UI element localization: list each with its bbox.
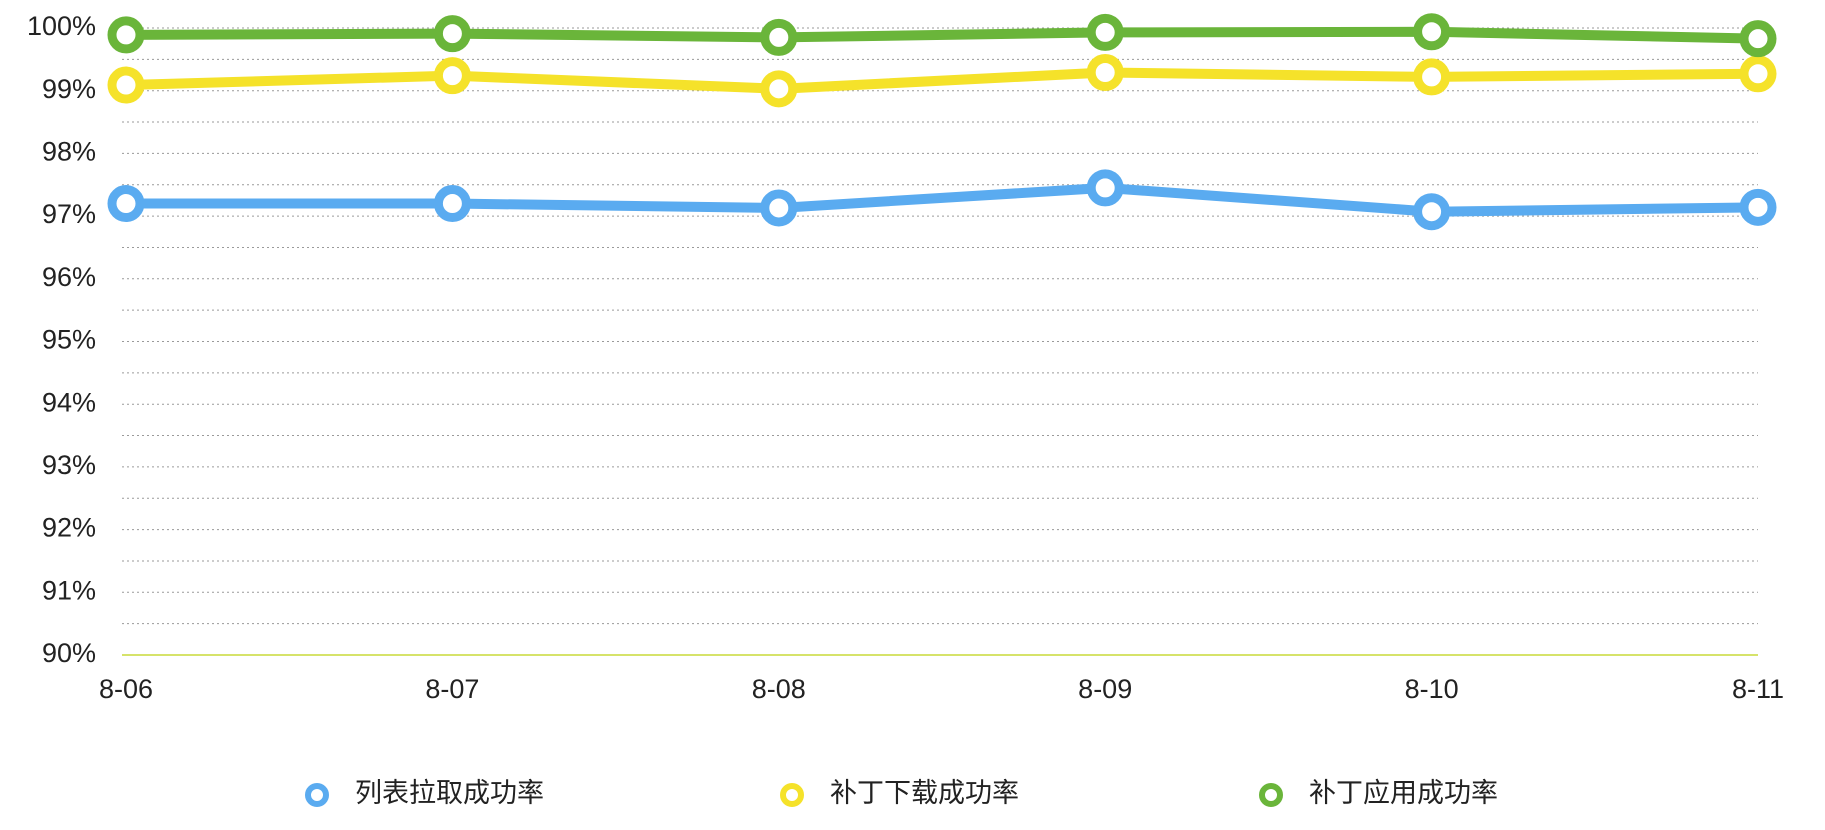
y-tick-label: 93%: [42, 450, 96, 480]
point-marker: [1086, 169, 1124, 207]
legend-label: 列表拉取成功率: [355, 778, 544, 808]
legend-marker: [305, 783, 329, 807]
y-tick-label: 100%: [27, 11, 96, 41]
point-marker: [1413, 193, 1451, 231]
point-marker: [760, 70, 798, 108]
point-marker: [433, 57, 471, 95]
y-tick-label: 91%: [42, 575, 96, 605]
x-tick-label: 8-07: [425, 674, 479, 704]
y-tick-label: 96%: [42, 262, 96, 292]
series-line: [126, 182, 1759, 217]
point-marker: [760, 18, 798, 56]
y-tick-label: 95%: [42, 325, 96, 355]
point-marker: [760, 189, 798, 227]
series-line: [125, 67, 1759, 94]
point-marker: [433, 15, 471, 53]
legend-marker: [1259, 783, 1283, 807]
point-marker: [1739, 55, 1777, 93]
point-marker: [1413, 13, 1451, 51]
legend-label: 补丁下载成功率: [830, 778, 1019, 808]
legend-marker: [780, 783, 804, 807]
x-tick-label: 8-11: [1732, 674, 1784, 704]
point-marker: [107, 16, 145, 54]
point-marker: [1413, 58, 1451, 96]
y-tick-label: 99%: [42, 74, 96, 104]
point-marker: [107, 66, 145, 104]
point-marker: [1739, 20, 1777, 58]
y-tick-label: 98%: [42, 137, 96, 167]
point-marker: [1086, 54, 1124, 92]
point-marker: [1086, 13, 1124, 51]
legend-label: 补丁应用成功率: [1309, 778, 1498, 808]
point-marker: [433, 185, 471, 223]
x-tick-label: 8-08: [752, 674, 806, 704]
x-tick-label: 8-06: [99, 674, 153, 704]
y-tick-label: 92%: [42, 513, 96, 543]
y-tick-label: 94%: [42, 387, 96, 417]
series-line: [125, 26, 1759, 44]
y-tick-label: 97%: [42, 199, 96, 229]
point-marker: [107, 185, 145, 223]
x-tick-label: 8-10: [1405, 674, 1459, 704]
point-marker: [1739, 188, 1777, 226]
y-tick-label: 90%: [42, 638, 96, 668]
x-tick-label: 8-09: [1078, 674, 1132, 704]
